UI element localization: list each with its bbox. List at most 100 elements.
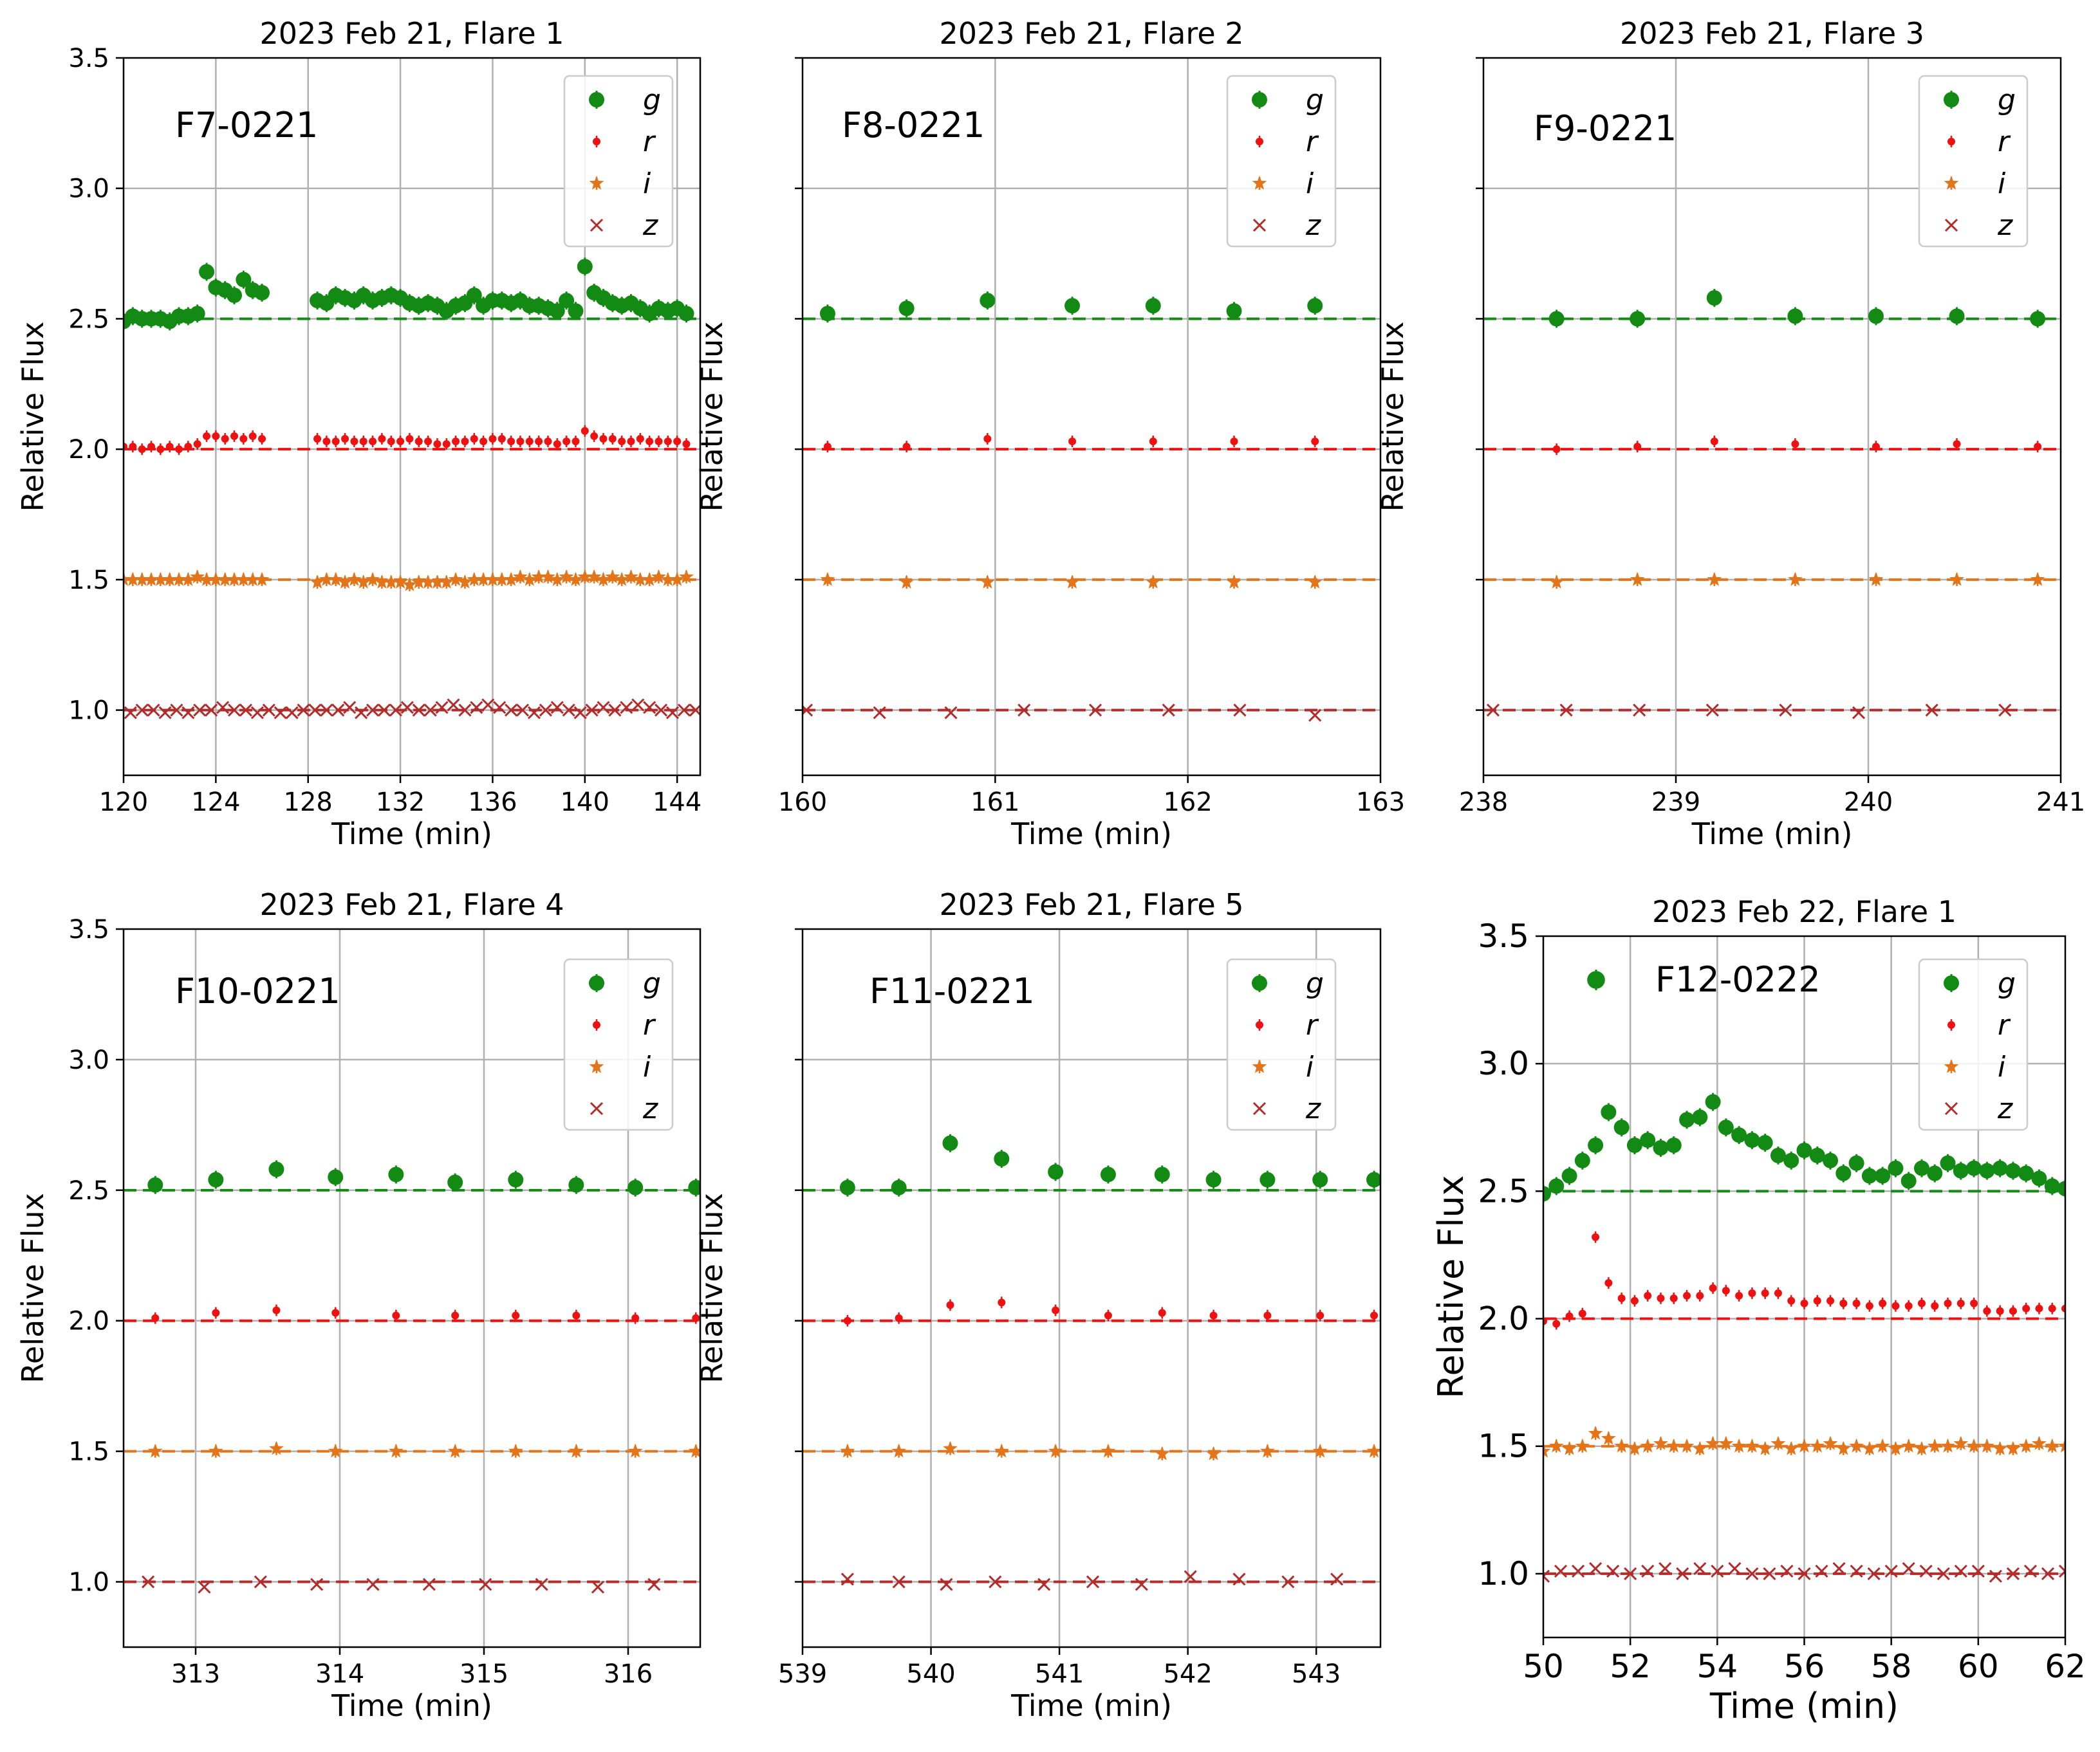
chart-5-g-point-31 [1940,1155,1956,1171]
chart-0-i-point-13 [236,571,251,586]
chart-0-i-point-46 [586,569,602,584]
chart-2-z-point-5 [1852,706,1866,719]
chart-5-i-point-19 [1783,1441,1799,1455]
chart-5-i-point-26 [1875,1438,1890,1453]
chart-5-r-point-1 [1552,1320,1561,1328]
chart-5-r-point-34 [1983,1307,1991,1315]
chart-5-g-point-33 [1966,1160,1982,1176]
chart-3-i-point-1 [208,1443,223,1458]
chart-0-g-point-45 [577,259,593,275]
chart-5-i-point-4 [1588,1425,1603,1440]
chart-2-r-point-0 [1552,445,1561,454]
chart-1-r-point-1 [902,443,911,451]
chart-3-r-point-0 [151,1314,160,1322]
chart-4-legend-marker-r [1256,1021,1263,1029]
chart-5-g-point-34 [1979,1163,1995,1179]
chart-5-z-point-28 [2023,1564,2037,1578]
chart-0-r-point-43 [562,438,571,446]
chart-4-z-point-9 [1281,1575,1295,1589]
chart-1-g-point-4 [1145,298,1161,314]
chart-0-z-point-29 [458,703,472,717]
chart-0-i-point-4 [153,571,168,586]
chart-1-g-point-2 [980,293,996,309]
chart-5-g-point-6 [1613,1120,1630,1136]
chart-5-z-point-23 [1937,1567,1950,1580]
chart-3-legend-label-z: z [642,1093,658,1125]
chart-0-z-point-6 [193,703,207,717]
chart-0-r-point-38 [516,438,525,446]
chart-1-i-point-0 [820,571,835,586]
chart-0-g-point-13 [236,272,252,288]
chart-5-g-point-11 [1679,1112,1695,1128]
chart-0-r-point-26 [405,434,414,443]
chart-5-i-point-30 [1927,1438,1942,1453]
chart-0-z-point-23 [389,703,402,717]
chart-3-r-point-4 [392,1311,400,1320]
chart-0-legend-label-g: g [643,84,661,116]
chart-2-r-point-1 [1633,443,1642,451]
chart-0-i-point-43 [559,569,574,584]
chart-4-r-point-9 [1316,1311,1324,1320]
chart-2-legend-box [1918,75,2029,248]
chart-0-xtick-label-6: 144 [653,788,702,817]
chart-5-i-point-1 [1548,1438,1564,1453]
chart-5-i-point-22 [1823,1435,1838,1450]
chart-5-i-point-16 [1745,1438,1760,1453]
chart-5-g-point-10 [1666,1138,1682,1154]
chart-0-g-point-44 [568,303,584,319]
chart-0-z-point-46 [655,703,668,717]
chart-5-legend-marker-g [1944,975,1959,991]
chart-2-z-point-4 [1779,703,1792,717]
chart-0-i-point-25 [393,575,408,589]
chart-4-i-point-5 [1101,1443,1116,1458]
chart-1-g-point-3 [1064,298,1081,314]
chart-4-r-point-1 [895,1314,903,1322]
chart-0-i-point-37 [503,571,519,586]
chart-3-xtick-label-3: 316 [604,1659,653,1689]
chart-0-g-point-9 [199,264,215,280]
chart-0-g-point-12 [227,287,243,303]
chart-4-legend-marker-z [1252,1102,1267,1116]
chart-0-ytick-label-0: 1.0 [68,696,109,726]
chart-2-xtick-label-2: 240 [1844,788,1893,817]
chart-0-z-point-26 [423,703,437,717]
chart-0-r-point-7 [184,443,192,451]
chart-5-i-point-13 [1705,1435,1720,1450]
chart-0-z-point-4 [170,703,183,717]
chart-0-r-point-2 [138,445,146,454]
chart-4-i-point-0 [840,1443,855,1458]
chart-3-legend-label-i: i [643,1051,651,1083]
chart-0-r-point-51 [636,434,644,443]
chart-2-xtick-label-1: 239 [1651,788,1700,817]
chart-3-ytick-label-2: 2.0 [68,1307,109,1336]
chart-3-r-point-8 [631,1314,640,1322]
chart-0-r-point-11 [221,434,229,443]
chart-5-g-point-32 [1953,1163,1969,1179]
chart-3-xtick-label-1: 314 [315,1659,364,1689]
chart-4-z-point-3 [989,1575,1002,1589]
chart-4-legend-box [1226,958,1337,1131]
chart-3-r-point-6 [512,1311,520,1320]
chart-1-legend-marker-z [1252,218,1267,232]
chart-0-r-point-40 [535,438,543,446]
chart-1-z-point-5 [1162,703,1175,717]
chart-0-i-point-53 [651,569,666,584]
chart-0-ytick-label-1: 1.5 [68,566,109,595]
chart-5-i-point-15 [1731,1438,1747,1453]
chart-0-z-point-33 [505,703,518,717]
chart-2-legend-label-i: i [1998,167,2006,200]
chart-5-g-point-21 [1809,1147,1825,1163]
chart-3-z-point-4 [366,1578,380,1591]
chart-2-r-point-3 [1791,440,1799,448]
chart-4-ylabel: Relative Flux [694,1193,729,1383]
chart-5-ytick-label-2: 2.0 [1478,1300,1529,1338]
chart-5-z-point-17 [1832,1562,1846,1576]
chart-5-annotation-marker [1587,971,1605,989]
chart-0-i-point-33 [467,571,482,586]
chart-0-legend-box [563,75,674,248]
chart-1-z-point-6 [1233,703,1247,717]
chart-0-z-point-32 [493,701,506,714]
chart-0-i-point-5 [162,571,178,586]
